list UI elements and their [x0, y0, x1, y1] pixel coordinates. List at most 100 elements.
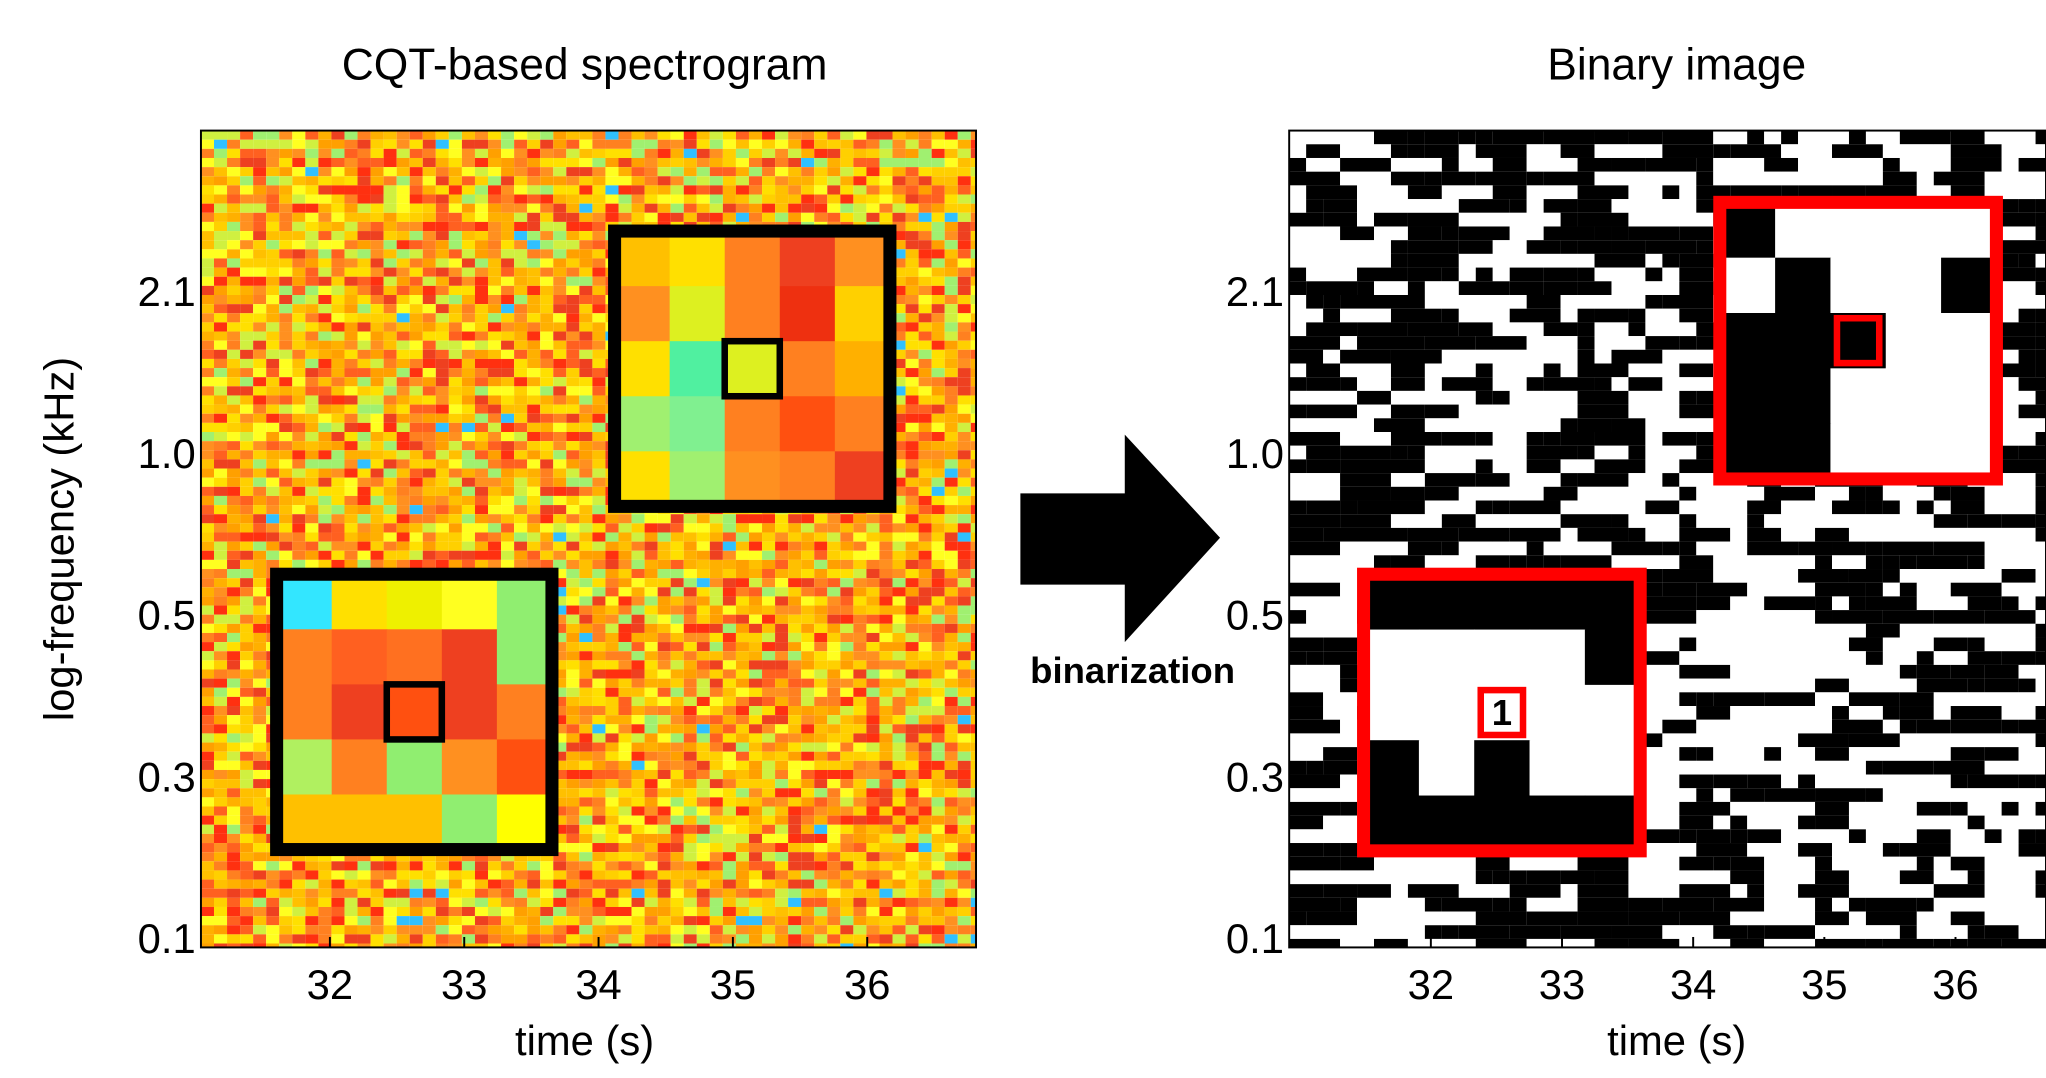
- texture-cell: [814, 587, 827, 596]
- texture-cell: [266, 176, 279, 185]
- texture-cell: [240, 633, 253, 642]
- texture-cell: [344, 240, 357, 249]
- texture-cell: [893, 185, 906, 194]
- texture-cell: [684, 870, 697, 879]
- texture-cell: [775, 688, 788, 697]
- texture-cell: [201, 880, 214, 889]
- texture-cell: [801, 806, 814, 815]
- texture-cell: [618, 149, 631, 158]
- texture-cell: [253, 542, 266, 551]
- texture-cell: [501, 341, 514, 350]
- texture-cell: [879, 852, 892, 861]
- texture-cell: [919, 624, 932, 633]
- texture-cell: [266, 332, 279, 341]
- texture-cell: [906, 752, 919, 761]
- texture-cell: [723, 825, 736, 834]
- texture-cell: [879, 843, 892, 852]
- texture-cell: [958, 322, 971, 331]
- texture-cell: [566, 350, 579, 359]
- texture-cell: [527, 341, 540, 350]
- texture-cell: [240, 131, 253, 140]
- texture-cell: [749, 642, 762, 651]
- texture-cell: [540, 131, 553, 140]
- texture-cell: [618, 843, 631, 852]
- texture-cell: [866, 131, 879, 140]
- texture-cell: [266, 377, 279, 386]
- texture-cell: [671, 779, 684, 788]
- texture-cell: [906, 405, 919, 414]
- texture-cell: [592, 679, 605, 688]
- texture-cell: [853, 779, 866, 788]
- texture-cell: [566, 432, 579, 441]
- texture-cell: [527, 167, 540, 176]
- texture-cell: [475, 441, 488, 450]
- texture-cell: [475, 505, 488, 514]
- texture-cell: [553, 405, 566, 414]
- texture-cell: [344, 204, 357, 213]
- texture-cell: [475, 861, 488, 870]
- texture-cell: [423, 551, 436, 560]
- texture-cell: [958, 825, 971, 834]
- texture-cell: [449, 551, 462, 560]
- texture-cell: [527, 149, 540, 158]
- texture-cell: [658, 195, 671, 204]
- texture-cell: [827, 880, 840, 889]
- texture-cell: [827, 697, 840, 706]
- texture-cell: [384, 240, 397, 249]
- texture-cell: [240, 222, 253, 231]
- texture-cell: [853, 560, 866, 569]
- texture-cell: [840, 825, 853, 834]
- texture-cell: [932, 341, 945, 350]
- texture-cell: [723, 806, 736, 815]
- texture-cell: [214, 688, 227, 697]
- texture-cell: [945, 624, 958, 633]
- texture-cell: [253, 368, 266, 377]
- texture-cell: [384, 249, 397, 258]
- texture-cell: [592, 277, 605, 286]
- texture-cell: [605, 788, 618, 797]
- texture-cell: [501, 459, 514, 468]
- texture-cell: [866, 825, 879, 834]
- texture-cell: [579, 779, 592, 788]
- texture-cell: [514, 496, 527, 505]
- texture-cell: [853, 797, 866, 806]
- texture-cell: [344, 167, 357, 176]
- texture-cell: [762, 779, 775, 788]
- texture-cell: [514, 395, 527, 404]
- texture-cell: [632, 606, 645, 615]
- texture-cell: [932, 861, 945, 870]
- texture-cell: [840, 861, 853, 870]
- texture-cell: [736, 587, 749, 596]
- texture-cell: [723, 542, 736, 551]
- texture-cell: [358, 496, 371, 505]
- texture-cell: [645, 825, 658, 834]
- texture-cell: [853, 679, 866, 688]
- texture-cell: [579, 514, 592, 523]
- texture-cell: [253, 615, 266, 624]
- texture-cell: [932, 852, 945, 861]
- texture-cell: [827, 158, 840, 167]
- texture-cell: [932, 779, 945, 788]
- texture-cell: [906, 724, 919, 733]
- texture-cell: [488, 231, 501, 240]
- texture-cell: [318, 131, 331, 140]
- texture-cell: [879, 870, 892, 879]
- texture-cell: [840, 131, 853, 140]
- texture-cell: [253, 816, 266, 825]
- texture-cell: [736, 642, 749, 651]
- texture-cell: [932, 140, 945, 149]
- texture-cell: [214, 679, 227, 688]
- texture-cell: [318, 176, 331, 185]
- texture-cell: [253, 249, 266, 258]
- texture-cell: [788, 204, 801, 213]
- texture-cell: [475, 249, 488, 258]
- texture-cell: [697, 861, 710, 870]
- texture-cell: [358, 258, 371, 267]
- texture-cell: [932, 697, 945, 706]
- texture-cell: [762, 861, 775, 870]
- texture-cell: [919, 386, 932, 395]
- texture-cell: [579, 852, 592, 861]
- texture-cell: [201, 213, 214, 222]
- texture-cell: [762, 606, 775, 615]
- texture-cell: [240, 669, 253, 678]
